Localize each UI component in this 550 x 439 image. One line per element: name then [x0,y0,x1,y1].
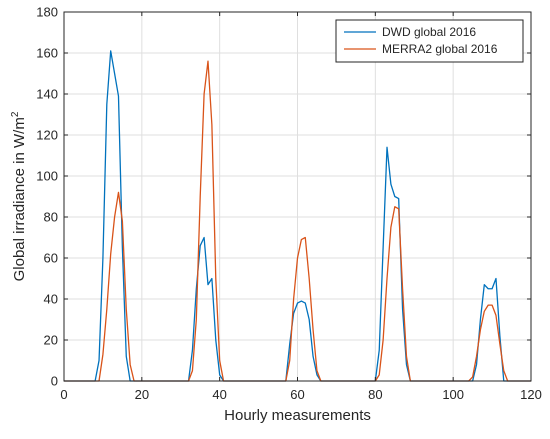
y-tick-label: 0 [51,374,58,389]
legend-box [335,19,524,63]
x-tick-label: 20 [135,387,149,402]
y-axis-title-text: Global irradiance in W/m [11,117,28,281]
y-tick-label: 80 [44,210,58,225]
y-tick-label: 100 [36,169,58,184]
ticks: 0 20 40 60 80 100 120 0 20 40 60 80 100 120 140 160 180 [36,5,542,403]
y-tick-label: 160 [36,46,58,61]
legend-label-merra2: MERRA2 global 2016 [382,42,498,56]
y-tick-label: 180 [36,5,58,20]
x-tick-label: 80 [368,387,382,402]
x-tick-label: 120 [520,387,542,402]
legend: DWD global 2016 MERRA2 global 2016 [335,19,524,63]
y-tick-label: 120 [36,128,58,143]
x-tick-label: 40 [212,387,226,402]
series-line-1 [64,60,531,382]
x-axis-title: Hourly measurements [224,407,371,424]
x-tick-label: 0 [60,387,67,402]
x-tick-label: 100 [442,387,464,402]
y-tick-label: 20 [44,333,58,348]
legend-label-dwd: DWD global 2016 [382,25,476,39]
y-tick-label: 40 [44,292,58,307]
y-tick-label: 140 [36,87,58,102]
x-tick-label: 60 [290,387,304,402]
x-axis-title-text: Hourly measurements [224,407,371,424]
y-axis-title: Global irradiance in W/m2 [10,111,28,281]
y-tick-label: 60 [44,251,58,266]
y-axis-title-superscript: 2 [10,111,21,117]
